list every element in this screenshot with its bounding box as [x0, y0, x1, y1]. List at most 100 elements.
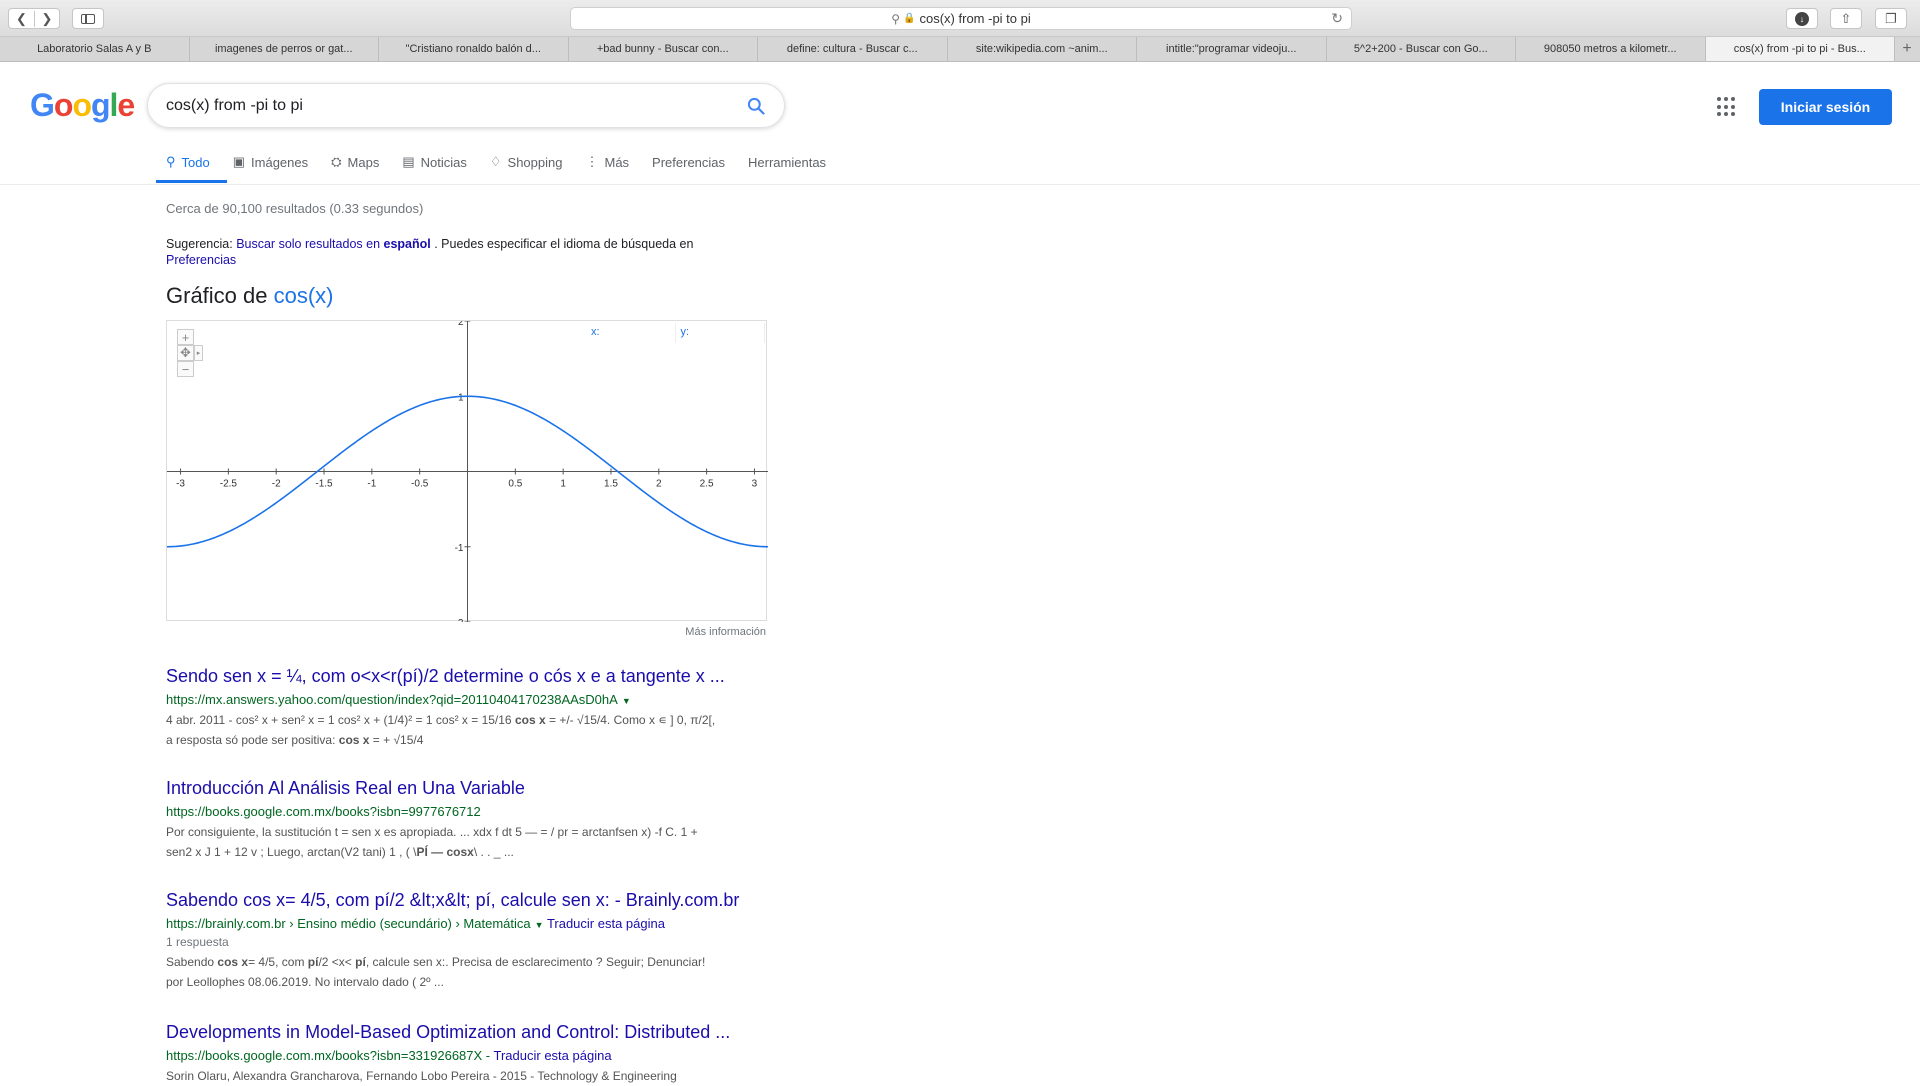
tab-preferences[interactable]: Preferencias	[652, 154, 726, 170]
browser-tab[interactable]: site:wikipedia.com ~anim...	[948, 37, 1137, 61]
search-result: Sabendo cos x= 4/5, com pí/2 &lt;x&lt; p…	[166, 890, 786, 992]
x-tick-label: -1.5	[315, 479, 333, 490]
result-title[interactable]: Introducción Al Análisis Real en Una Var…	[166, 778, 525, 798]
result-url: https://mx.answers.yahoo.com/question/in…	[166, 692, 631, 707]
x-tick-label: -0.5	[411, 479, 429, 490]
browser-tab[interactable]: imagenes de perros or gat...	[190, 37, 379, 61]
search-input[interactable]	[166, 96, 706, 115]
share-icon: ⇧	[1840, 10, 1852, 26]
result-snippet: Sorin Olaru, Alexandra Grancharova, Fern…	[166, 1069, 677, 1083]
dropdown-caret-icon[interactable]: ▼	[621, 696, 631, 706]
apps-grid-icon[interactable]	[1717, 97, 1737, 117]
x-tick-label: -2.5	[220, 479, 238, 490]
search-tabs: ⚲ Todo ▣ Imágenes ⛭ Maps ▤ Noticias ♢ Shoppin…	[166, 152, 849, 172]
tab-images[interactable]: ▣ Imágenes	[232, 154, 309, 170]
tabs-icon: ❐	[1885, 10, 1897, 26]
translate-link[interactable]: Traducir esta página	[493, 1048, 612, 1063]
browser-tab[interactable]: "Cristiano ronaldo balón d...	[379, 37, 569, 61]
more-info-link[interactable]: Más información	[685, 626, 766, 638]
address-bar[interactable]: ⚲ 🔒 cos(x) from -pi to pi ↻	[570, 7, 1352, 30]
xy-readout: x: y:	[586, 323, 765, 343]
tab-maps[interactable]: ⛭ Maps	[331, 154, 380, 170]
google-logo[interactable]: Google	[30, 87, 135, 123]
result-title[interactable]: Sendo sen x = ¼, com o<x<r(pí)/2 determi…	[166, 666, 725, 686]
tab-more[interactable]: ⋮ Más	[585, 154, 630, 170]
cos-curve	[167, 395, 768, 548]
y-tick-label: 2	[458, 321, 464, 328]
spanish-only-link[interactable]: Buscar solo resultados en español	[236, 237, 431, 251]
sidebar-icon	[81, 13, 95, 24]
x-tick-label: 3	[752, 479, 758, 490]
lock-icon: 🔒	[903, 13, 916, 24]
share-button[interactable]: ⇧	[1830, 8, 1862, 29]
magnifier-icon: ⚲	[891, 11, 901, 26]
result-snippet: 4 abr. 2011 - cos² x + sen² x = 1 cos² x…	[166, 713, 716, 747]
dropdown-caret-icon[interactable]: ▼	[534, 920, 544, 930]
result-meta: 1 respuesta	[166, 935, 229, 949]
translate-link[interactable]: Traducir esta página	[546, 916, 665, 931]
language-suggestion: Sugerencia: Buscar solo resultados en es…	[166, 237, 694, 267]
nav-divider	[0, 184, 1920, 185]
x-tick-label: 0.5	[508, 479, 522, 490]
tab-tools[interactable]: Herramientas	[748, 154, 827, 170]
graph-function-link[interactable]: cos(x)	[273, 283, 334, 308]
search-icon[interactable]	[746, 96, 766, 116]
result-snippet: Sabendo cos x= 4/5, com pí/2 <x< pí, cal…	[166, 955, 706, 989]
reload-icon[interactable]: ↻	[1331, 10, 1343, 26]
result-url: https://books.google.com.mx/books?isbn=9…	[166, 804, 481, 819]
x-tick-label: -3	[176, 479, 185, 490]
active-tab-indicator	[156, 180, 227, 183]
image-icon: ▣	[232, 154, 246, 169]
browser-tab[interactable]: 5^2+200 - Buscar con Go...	[1327, 37, 1516, 61]
x-tick-label: 1.5	[604, 479, 618, 490]
zoom-out-icon[interactable]: −	[177, 361, 194, 377]
result-title[interactable]: Sabendo cos x= 4/5, com pí/2 &lt;x&lt; p…	[166, 890, 740, 910]
map-icon: ⛭	[331, 154, 342, 169]
browser-tab[interactable]: Laboratorio Salas A y B	[0, 37, 190, 61]
y-tick-label: -1	[455, 543, 464, 554]
x-tick-label: -2	[272, 479, 281, 490]
new-tab-icon[interactable]: +	[1902, 40, 1912, 57]
sidebar-toggle-button[interactable]	[72, 8, 104, 29]
forward-icon[interactable]: ❯	[33, 10, 59, 27]
download-icon: ↓	[1795, 11, 1809, 26]
browser-toolbar: ❮ ❯ ⚲ 🔒 cos(x) from -pi to pi ↻ ↓ ⇧ ❐	[0, 0, 1920, 37]
browser-tab[interactable]: +bad bunny - Buscar con...	[569, 37, 758, 61]
function-graph[interactable]: -3 -2.5 -2 -1.5 -1 -0.5 0.5 1 1.5 2 2.5 3 -2 -1 1 2 + ✥…	[166, 320, 768, 622]
address-text: cos(x) from -pi to pi	[919, 11, 1031, 26]
result-url: https://brainly.com.br › Ensino médio (s…	[166, 916, 665, 931]
expand-controls-icon[interactable]: ▸	[194, 345, 203, 361]
pan-icon[interactable]: ✥	[177, 345, 194, 361]
zoom-controls: + ✥ −	[177, 329, 194, 377]
zoom-in-icon[interactable]: +	[177, 329, 194, 345]
news-icon: ▤	[402, 154, 415, 169]
result-stats: Cerca de 90,100 resultados (0.33 segundo…	[166, 201, 424, 216]
tab-overview-button[interactable]: ❐	[1875, 8, 1907, 29]
browser-tab-active[interactable]: cos(x) from -pi to pi - Bus...	[1705, 37, 1895, 61]
search-box	[147, 83, 785, 128]
result-title[interactable]: Developments in Model-Based Optimization…	[166, 1022, 731, 1042]
search-icon: ⚲	[166, 154, 176, 169]
x-tick-label: 2.5	[700, 479, 714, 490]
graph-title: Gráfico de cos(x)	[166, 283, 334, 308]
x-tick-label: 1	[560, 479, 566, 490]
browser-tab[interactable]: define: cultura - Buscar c...	[758, 37, 948, 61]
x-tick-label: 2	[656, 479, 662, 490]
browser-tab[interactable]: intitle:"programar videoju...	[1137, 37, 1327, 61]
x-tick-label: -1	[367, 479, 376, 490]
tab-shopping[interactable]: ♢ Shopping	[489, 154, 563, 170]
tag-icon: ♢	[489, 154, 502, 169]
tab-all[interactable]: ⚲ Todo	[166, 154, 210, 170]
graph-canvas[interactable]: -3 -2.5 -2 -1.5 -1 -0.5 0.5 1 1.5 2 2.5 3 -2 -1 1 2	[167, 321, 768, 622]
browser-tab[interactable]: 908050 metros a kilometr...	[1516, 37, 1706, 61]
signin-button[interactable]: Iniciar sesión	[1759, 89, 1892, 125]
y-tick-label: -2	[455, 618, 464, 622]
preferences-link[interactable]: Preferencias	[166, 253, 237, 267]
downloads-button[interactable]: ↓	[1786, 8, 1818, 29]
back-icon[interactable]: ❮	[16, 10, 27, 26]
x-readout: x:	[586, 323, 676, 343]
search-result: Introducción Al Análisis Real en Una Var…	[166, 778, 786, 862]
y-tick-label: 1	[458, 392, 464, 403]
result-url: https://books.google.com.mx/books?isbn=3…	[166, 1048, 612, 1063]
tab-news[interactable]: ▤ Noticias	[402, 154, 467, 170]
